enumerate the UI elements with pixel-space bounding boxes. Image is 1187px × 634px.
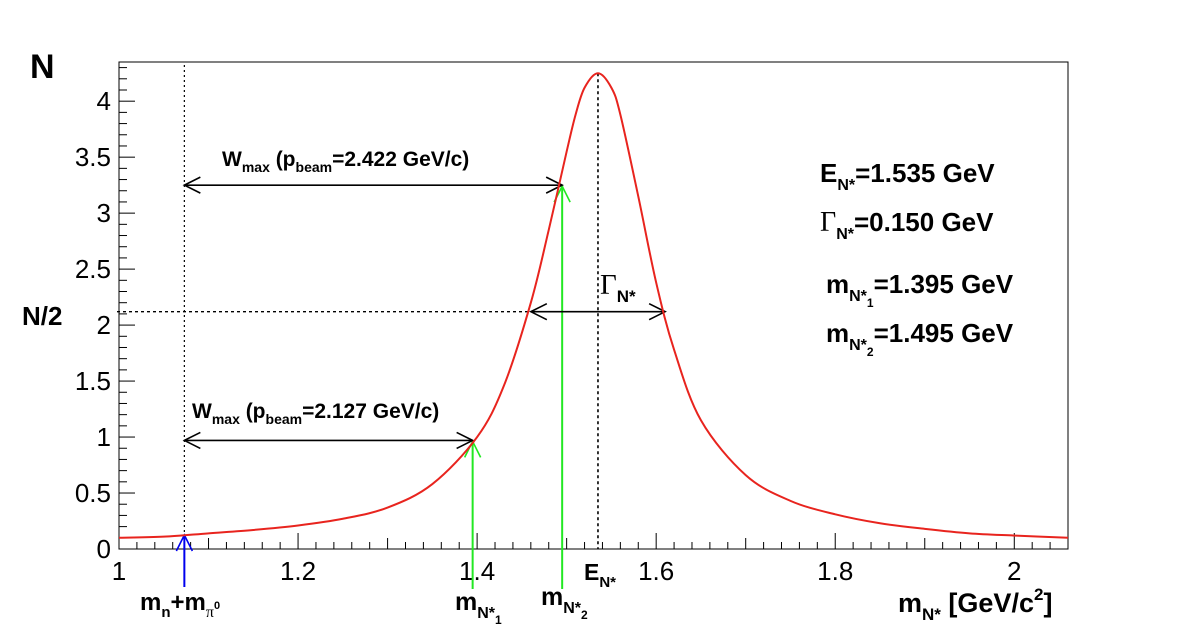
plot-frame xyxy=(118,61,1069,550)
peak-energy-text: EN*=1.535 GeV xyxy=(820,158,995,194)
half-max-label: N/2 xyxy=(22,301,62,331)
x-tick-label: 1.8 xyxy=(817,556,853,586)
y-tick-label: 3.5 xyxy=(75,142,111,172)
x-tick-label: 2 xyxy=(1007,556,1021,586)
x-axis: 1 1.2 1.4 1.6 1.8 2 xyxy=(112,533,1069,586)
x-tick-label: 1 xyxy=(112,556,126,586)
y-tick-label: 3 xyxy=(97,198,111,228)
x-tick-label: 1.2 xyxy=(280,556,316,586)
wmax1-label: Wmax (pbeam=2.127 GeV/c) xyxy=(192,400,439,427)
y-tick-label: 0.5 xyxy=(75,478,111,508)
x-tick-label: 1.6 xyxy=(638,556,674,586)
mN2-axis-label: mN*2 xyxy=(541,583,588,622)
peak-axis-label: EN* xyxy=(584,559,616,591)
x-tick-label: 1.4 xyxy=(459,556,495,586)
y-tick-label: 2.5 xyxy=(75,254,111,284)
y-tick-label: 1 xyxy=(97,422,111,452)
mN1-value-text: mN*1=1.395 GeV xyxy=(826,269,1014,310)
y-axis-title: N xyxy=(30,48,55,86)
width-text: ΓN*=0.150 GeV xyxy=(820,207,994,243)
mN2-value-text: mN*2=1.495 GeV xyxy=(826,318,1014,359)
y-tick-label: 0 xyxy=(97,534,111,564)
x-axis-title: mN* [GeV/c2] xyxy=(898,585,1052,624)
wmax2-label: Wmax (pbeam=2.422 GeV/c) xyxy=(222,148,469,175)
y-tick-label: 2 xyxy=(97,310,111,340)
breit-wigner-curve xyxy=(118,72,1069,539)
y-tick-label: 4 xyxy=(97,86,111,116)
y-tick-label: 1.5 xyxy=(75,366,111,396)
mN1-axis-label: mN*1 xyxy=(455,588,502,627)
threshold-axis-label: mn+mπ0 xyxy=(140,589,220,621)
gamma-arrow-label: ΓN* xyxy=(600,269,636,306)
y-axis: 0 0.5 1 1.5 2 2.5 3 3.5 4 xyxy=(75,67,135,564)
